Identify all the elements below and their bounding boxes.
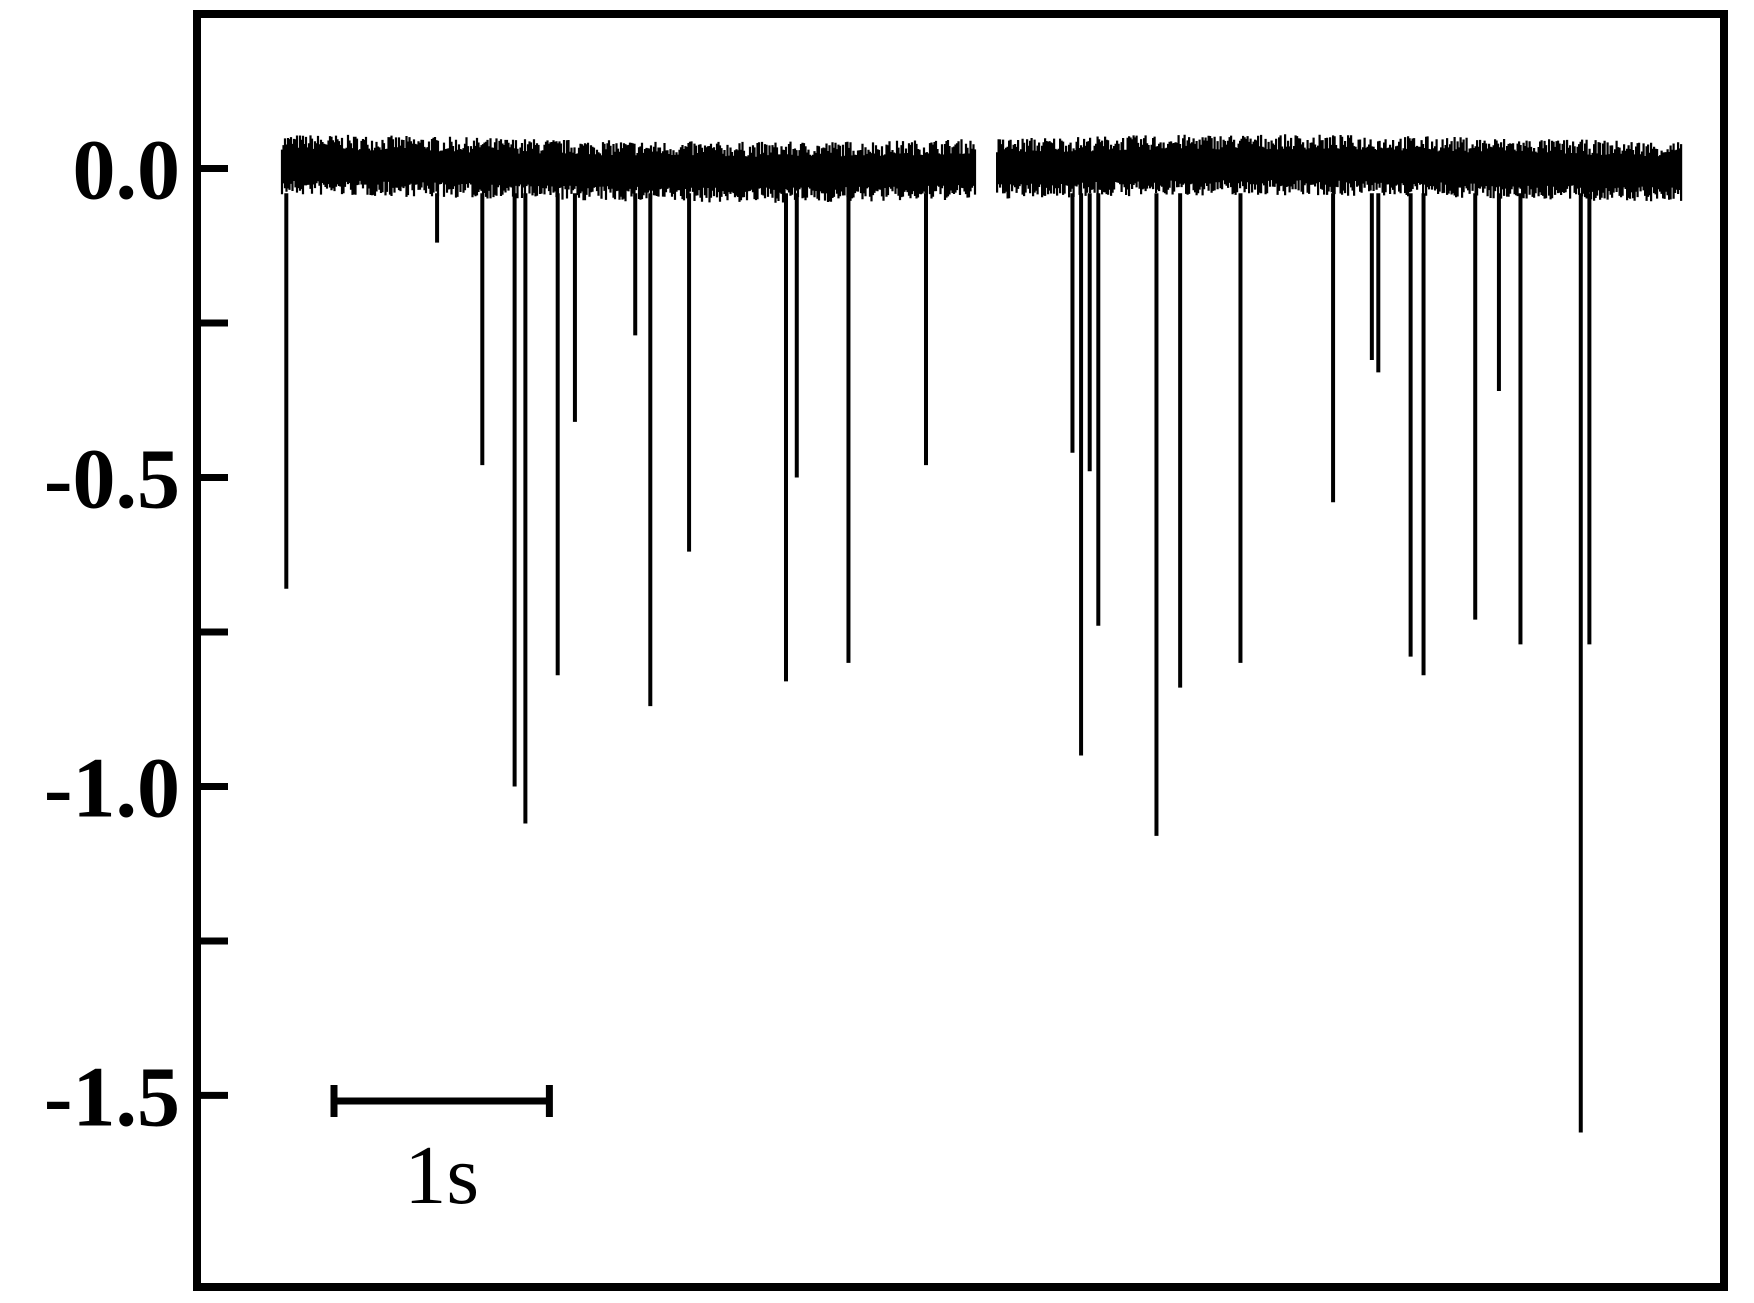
scale-bar-label: 1s [404, 1129, 479, 1222]
plot-frame [193, 10, 1728, 1291]
y-tick-label: -1.5 [44, 1048, 180, 1144]
baseline-segment [280, 134, 977, 203]
y-axis: 0.0 -0.5 -1.0 -1.5 [44, 121, 228, 1144]
scale-bar: 1s [330, 1085, 553, 1222]
trace [280, 134, 1683, 203]
y-tick-label: -0.5 [44, 430, 180, 526]
y-tick-label: 0.0 [73, 121, 181, 217]
events [284, 193, 1592, 1133]
y-tick-label: -1.0 [44, 739, 180, 835]
baseline-segment [996, 134, 1683, 202]
